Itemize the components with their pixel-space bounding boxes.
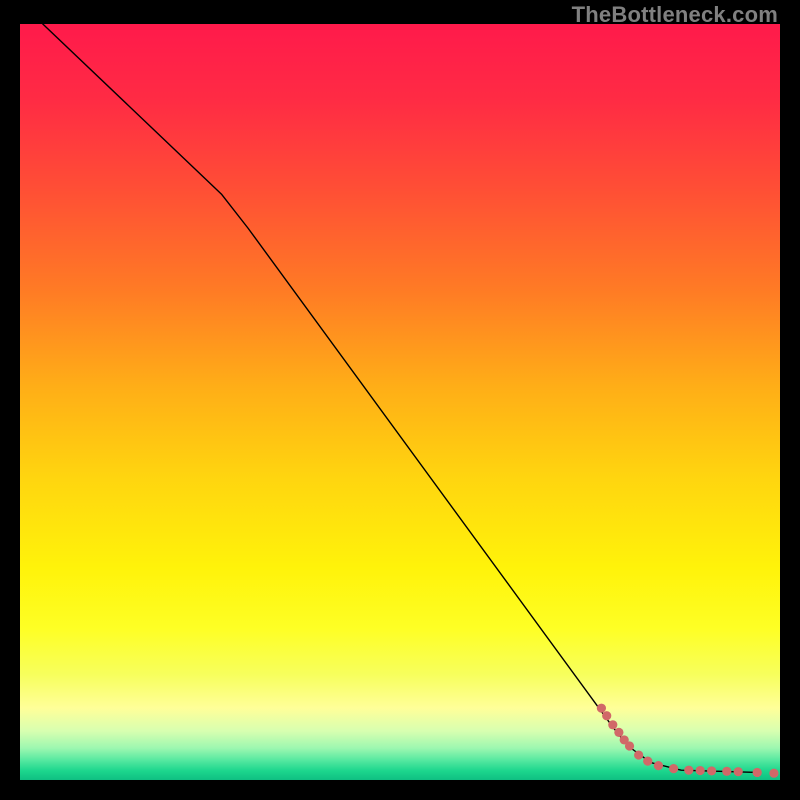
- data-marker: [654, 761, 663, 770]
- data-marker: [634, 750, 643, 759]
- data-marker: [608, 720, 617, 729]
- data-marker: [602, 711, 611, 720]
- data-marker: [753, 768, 762, 777]
- data-marker: [614, 728, 623, 737]
- data-marker: [769, 769, 778, 778]
- data-marker: [722, 767, 731, 776]
- data-marker: [696, 766, 705, 775]
- data-marker: [734, 767, 743, 776]
- stage: TheBottleneck.com: [0, 0, 800, 800]
- plot-svg: [0, 0, 800, 800]
- data-marker: [643, 757, 652, 766]
- watermark-text: TheBottleneck.com: [572, 2, 778, 28]
- data-marker: [684, 766, 693, 775]
- data-marker: [707, 766, 716, 775]
- plot-background: [20, 24, 780, 780]
- data-marker: [597, 704, 606, 713]
- data-marker: [669, 764, 678, 773]
- data-marker: [625, 741, 634, 750]
